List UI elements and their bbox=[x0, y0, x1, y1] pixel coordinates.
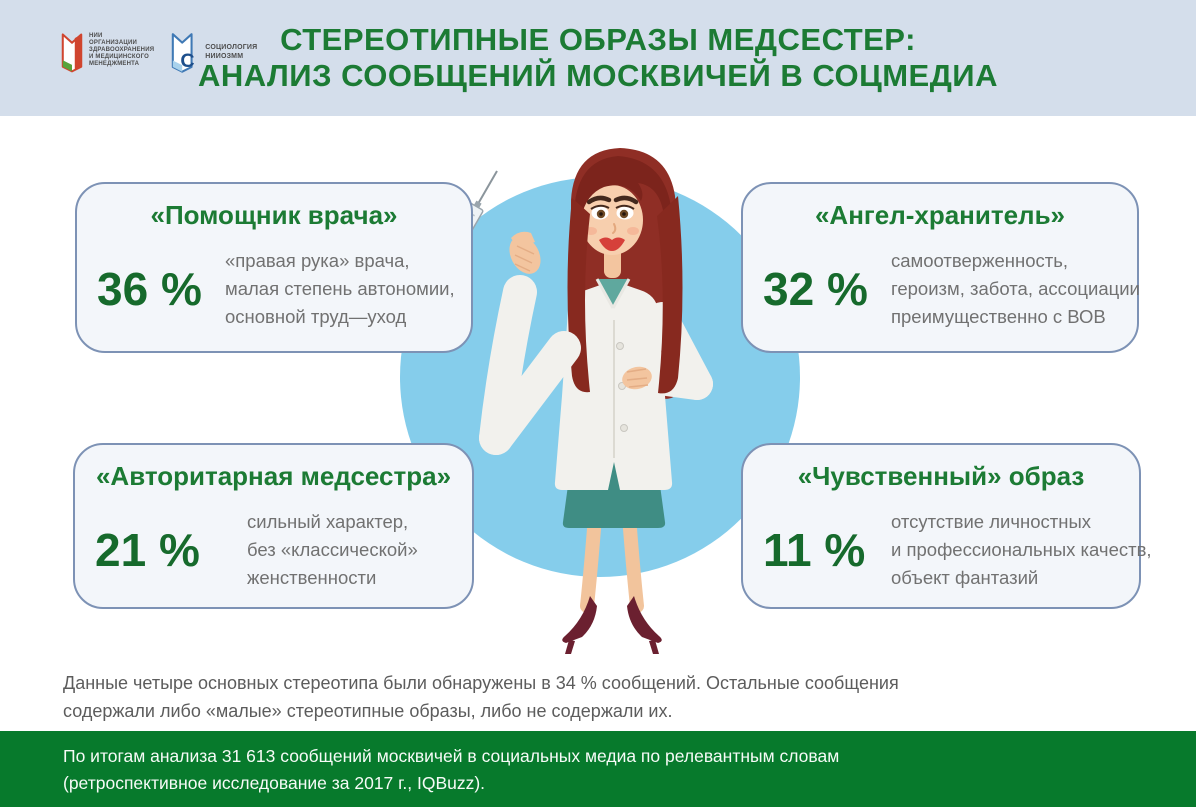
description-line: основной труд—уход bbox=[225, 306, 407, 327]
percent-value: 32 % bbox=[763, 263, 868, 315]
stereotype-card-doctor-assistant: «Помощник врача» 36 % «правая рука» врач… bbox=[75, 182, 473, 353]
description-line: и профессиональных качеств, bbox=[891, 539, 1152, 560]
logo-text-line: ЗДРАВООХРАНЕНИЯ bbox=[89, 47, 155, 53]
page-title-line-1: СТЕРЕОТИПНЫЕ ОБРАЗЫ МЕДСЕСТЕР: bbox=[280, 22, 916, 57]
card-body: 11 % отсутствие личностных и профессиона… bbox=[743, 492, 1152, 592]
page-title: СТЕРЕОТИПНЫЕ ОБРАЗЫ МЕДСЕСТЕР: АНАЛИЗ СО… bbox=[0, 22, 1196, 94]
description-line: без «классической» bbox=[247, 539, 418, 560]
card-description: самоотверженность, героизм, забота, ассо… bbox=[891, 247, 1140, 331]
footnote-line-1: Данные четыре основных стереотипа были о… bbox=[63, 673, 899, 693]
card-description: отсутствие личностных и профессиональных… bbox=[891, 508, 1152, 592]
stereotype-card-guardian-angel: «Ангел-хранитель» 32 % самоотверженность… bbox=[741, 182, 1140, 353]
card-body: 36 % «правая рука» врача, малая степень … bbox=[77, 231, 471, 331]
footer-bar: По итогам анализа 31 613 сообщений москв… bbox=[0, 731, 1196, 807]
sociology-logo-icon: С bbox=[172, 33, 195, 73]
card-title: «Помощник врача» bbox=[150, 200, 398, 230]
logo-text-line: НИИОЗММ bbox=[205, 52, 244, 60]
card-title: «Чувственный» образ bbox=[797, 461, 1085, 491]
page-title-line-2: АНАЛИЗ СООБЩЕНИЙ МОСКВИЧЕЙ В СОЦМЕДИА bbox=[198, 58, 998, 93]
description-line: объект фантазий bbox=[891, 567, 1039, 588]
niiozmm-logo-icon bbox=[61, 33, 83, 73]
percent-value: 36 % bbox=[97, 263, 202, 315]
stereotype-card-sensual-image: «Чувственный» образ 11 % отсутствие личн… bbox=[741, 443, 1152, 609]
header-logos: НИИ ОРГАНИЗАЦИИ ЗДРАВООХРАНЕНИЯ И МЕДИЦИ… bbox=[60, 30, 257, 74]
niiozmm-logo-text: НИИ ОРГАНИЗАЦИИ ЗДРАВООХРАНЕНИЯ И МЕДИЦИ… bbox=[89, 33, 154, 68]
sociology-logo: С СОЦИОЛОГИЯ НИИОЗММ bbox=[170, 30, 257, 74]
logo-text-line: СОЦИОЛОГИЯ bbox=[205, 44, 258, 51]
card-description: «правая рука» врача, малая степень автон… bbox=[225, 247, 455, 331]
description-line: сильный характер, bbox=[247, 511, 409, 532]
description-line: самоотверженность, bbox=[891, 250, 1068, 271]
description-line: малая степень автономии, bbox=[225, 278, 455, 299]
card-body: 21 % сильный характер, без «классической… bbox=[75, 492, 472, 592]
card-description: сильный характер, без «классической» жен… bbox=[247, 508, 418, 592]
card-body: 32 % самоотверженность, героизм, забота,… bbox=[743, 231, 1140, 331]
description-line: «правая рука» врача, bbox=[225, 250, 410, 271]
footer-bar-line-2: (ретроспективное исследование за 2017 г.… bbox=[63, 773, 486, 793]
footer-bar-line-1: По итогам анализа 31 613 сообщений москв… bbox=[63, 746, 840, 766]
footnote: Данные четыре основных стереотипа были о… bbox=[63, 669, 899, 725]
description-line: героизм, забота, ассоциации bbox=[891, 278, 1140, 299]
description-line: преимущественно с ВОВ bbox=[891, 306, 1106, 327]
sociology-logo-text: СОЦИОЛОГИЯ НИИОЗММ bbox=[205, 44, 257, 61]
logo-text-line: ОРГАНИЗАЦИИ bbox=[89, 40, 137, 46]
niiozmm-logo: НИИ ОРГАНИЗАЦИИ ЗДРАВООХРАНЕНИЯ И МЕДИЦИ… bbox=[60, 30, 154, 74]
logo-text-line: МЕНЕДЖМЕНТА bbox=[89, 61, 140, 67]
percent-value: 21 % bbox=[95, 524, 200, 576]
syringe-icon bbox=[468, 170, 498, 249]
description-line: отсутствие личностных bbox=[891, 511, 1091, 532]
logo-text-line: НИИ bbox=[89, 33, 103, 39]
sociology-logo-letter: С bbox=[181, 50, 195, 72]
description-line: женственности bbox=[247, 567, 377, 588]
header-band: НИИ ОРГАНИЗАЦИИ ЗДРАВООХРАНЕНИЯ И МЕДИЦИ… bbox=[0, 0, 1196, 116]
card-title: «Авторитарная медсестра» bbox=[95, 461, 452, 491]
percent-value: 11 % bbox=[763, 524, 866, 576]
stereotype-card-authoritarian-nurse: «Авторитарная медсестра» 21 % сильный ха… bbox=[73, 443, 474, 609]
logo-text-line: И МЕДИЦИНСКОГО bbox=[89, 54, 150, 60]
card-title: «Ангел-хранитель» bbox=[814, 200, 1066, 230]
nurse-illustration bbox=[468, 148, 713, 654]
footnote-line-2: содержали либо «малые» стереотипные обра… bbox=[63, 701, 673, 721]
